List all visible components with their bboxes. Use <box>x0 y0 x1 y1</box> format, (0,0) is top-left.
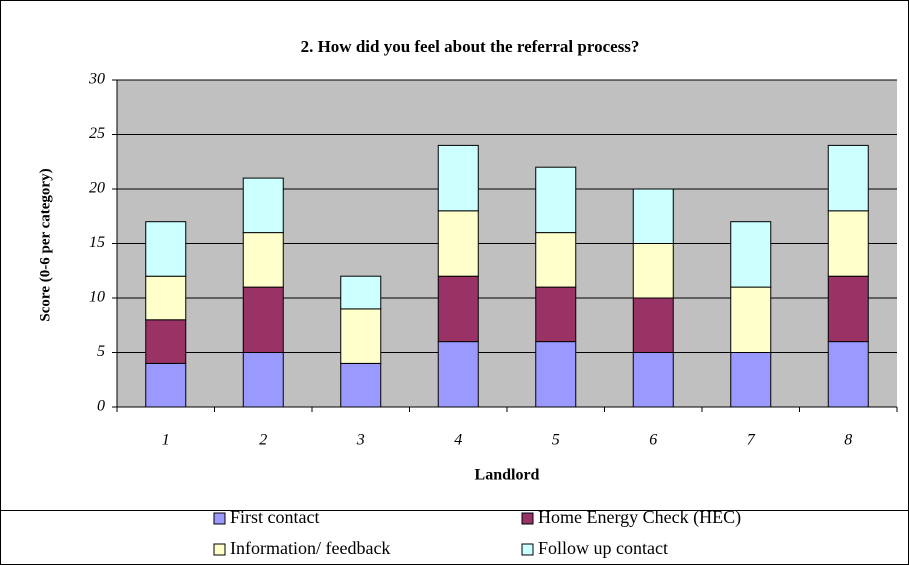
bar-segment <box>827 210 869 277</box>
y-tick-label: 0 <box>97 398 105 415</box>
bar-segment <box>535 232 577 288</box>
bar-segment <box>145 319 187 364</box>
chart-title: 2. How did you feel about the referral p… <box>301 37 640 56</box>
bar-segment <box>340 362 382 408</box>
bar-segment <box>437 275 479 343</box>
bar-segment <box>730 286 772 354</box>
bar-segment <box>437 341 479 408</box>
x-tick-label: 5 <box>552 432 560 449</box>
bar-segment <box>340 308 382 364</box>
bar-segment <box>632 243 674 299</box>
x-tick-label: 8 <box>844 432 852 449</box>
bar-segment <box>827 144 869 212</box>
bar-segment <box>827 275 869 343</box>
bar-segment <box>632 188 674 244</box>
y-tick-label: 25 <box>89 125 105 142</box>
y-tick-label: 5 <box>97 343 105 360</box>
x-tick-label: 4 <box>454 432 462 449</box>
bar-segment <box>827 341 869 408</box>
x-tick-label: 6 <box>649 432 657 449</box>
y-tick-label: 15 <box>89 234 105 251</box>
legend-swatch <box>213 512 226 525</box>
bar-segment <box>535 286 577 343</box>
bar-segment <box>242 177 284 234</box>
bar-segment <box>632 297 674 353</box>
bar-segment <box>437 210 479 277</box>
bar-segment <box>145 362 187 408</box>
bar-segment <box>632 352 674 408</box>
y-tick-label: 20 <box>89 180 105 197</box>
bar-segment <box>730 352 772 408</box>
bar-segment <box>242 352 284 408</box>
y-tick-label: 30 <box>88 71 105 88</box>
x-tick-label: 1 <box>162 432 170 449</box>
legend-swatch <box>521 543 534 556</box>
bar-segment <box>242 286 284 354</box>
x-tick-label: 2 <box>259 432 267 449</box>
bar-segment <box>145 275 187 321</box>
legend-label: First contact <box>230 507 319 527</box>
x-tick-label: 7 <box>747 432 756 449</box>
legend-swatch <box>521 512 534 525</box>
legend-label: Information/ feedback <box>230 538 390 558</box>
y-tick-label: 10 <box>89 289 105 306</box>
y-axis-label: Score (0-6 per category) <box>37 168 53 321</box>
bar-segment <box>535 166 577 234</box>
bar-segment <box>730 221 772 288</box>
legend-label: Home Energy Check (HEC) <box>538 507 741 528</box>
bar-segment <box>242 232 284 288</box>
legend-label: Follow up contact <box>538 538 668 558</box>
bar-segment <box>437 144 479 212</box>
x-tick-label: 3 <box>356 432 365 449</box>
bar-segment <box>145 221 187 277</box>
legend-swatch <box>213 543 226 556</box>
bar-segment <box>340 275 382 310</box>
x-axis-label: Landlord <box>475 467 540 484</box>
bar-segment <box>535 341 577 408</box>
